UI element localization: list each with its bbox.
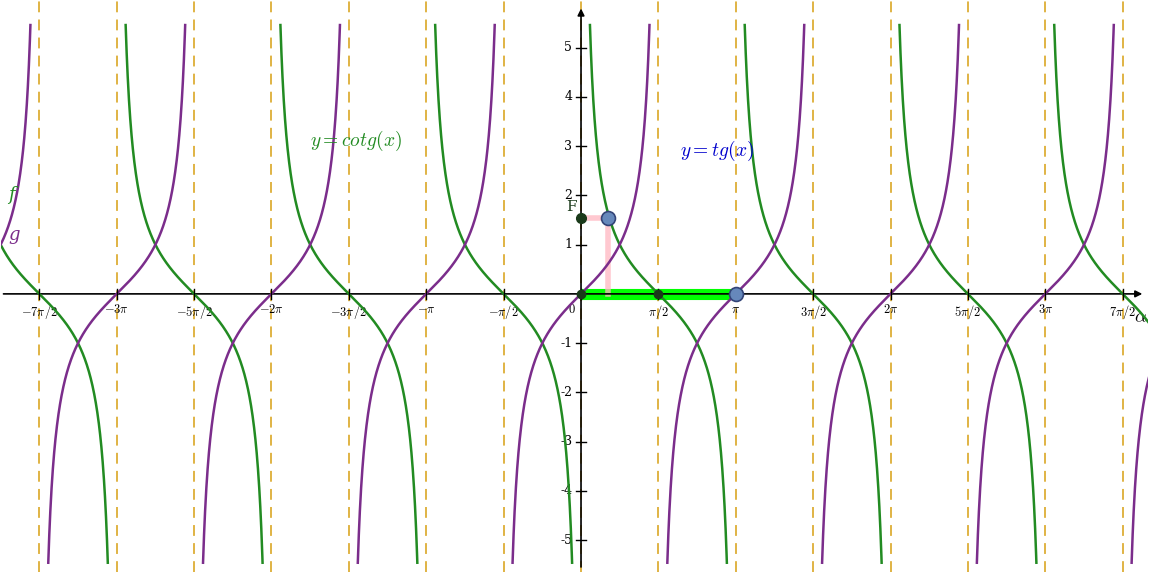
Text: -5: -5 — [561, 533, 572, 547]
Text: -3: -3 — [560, 435, 572, 448]
Text: 2: 2 — [564, 189, 572, 202]
Text: 5: 5 — [564, 41, 572, 54]
Text: $3\pi$: $3\pi$ — [1038, 303, 1052, 316]
Text: $3\pi/2$: $3\pi/2$ — [800, 303, 827, 321]
Text: $0$: $0$ — [569, 303, 576, 316]
Text: $\alpha$: $\alpha$ — [1134, 309, 1147, 327]
Text: -2: -2 — [561, 386, 572, 399]
Text: 4: 4 — [564, 91, 572, 103]
Text: $-\pi$: $-\pi$ — [417, 303, 435, 316]
Text: f: f — [8, 186, 15, 205]
Text: $y = cotg(x)$: $y = cotg(x)$ — [310, 129, 402, 153]
Text: $\pi/2$: $\pi/2$ — [648, 303, 669, 321]
Text: $-5\pi/2$: $-5\pi/2$ — [176, 303, 213, 321]
Text: -1: -1 — [560, 337, 572, 350]
Text: F: F — [566, 199, 577, 214]
Text: g: g — [8, 226, 20, 244]
Text: $7\pi/2$: $7\pi/2$ — [1109, 303, 1136, 321]
Text: $2\pi$: $2\pi$ — [882, 303, 899, 316]
Text: -4: -4 — [560, 484, 572, 497]
Text: $-3\pi/2$: $-3\pi/2$ — [331, 303, 368, 321]
Text: $-\pi/2$: $-\pi/2$ — [488, 303, 519, 321]
Text: $-7\pi/2$: $-7\pi/2$ — [21, 303, 57, 321]
Text: $5\pi/2$: $5\pi/2$ — [955, 303, 981, 321]
Text: $\pi$: $\pi$ — [731, 303, 740, 316]
Text: $-2\pi$: $-2\pi$ — [259, 303, 284, 316]
Text: 3: 3 — [564, 140, 572, 152]
Text: 1: 1 — [564, 238, 572, 251]
Text: $-3\pi$: $-3\pi$ — [105, 303, 129, 316]
Text: $y = tg(x)$: $y = tg(x)$ — [679, 139, 754, 163]
